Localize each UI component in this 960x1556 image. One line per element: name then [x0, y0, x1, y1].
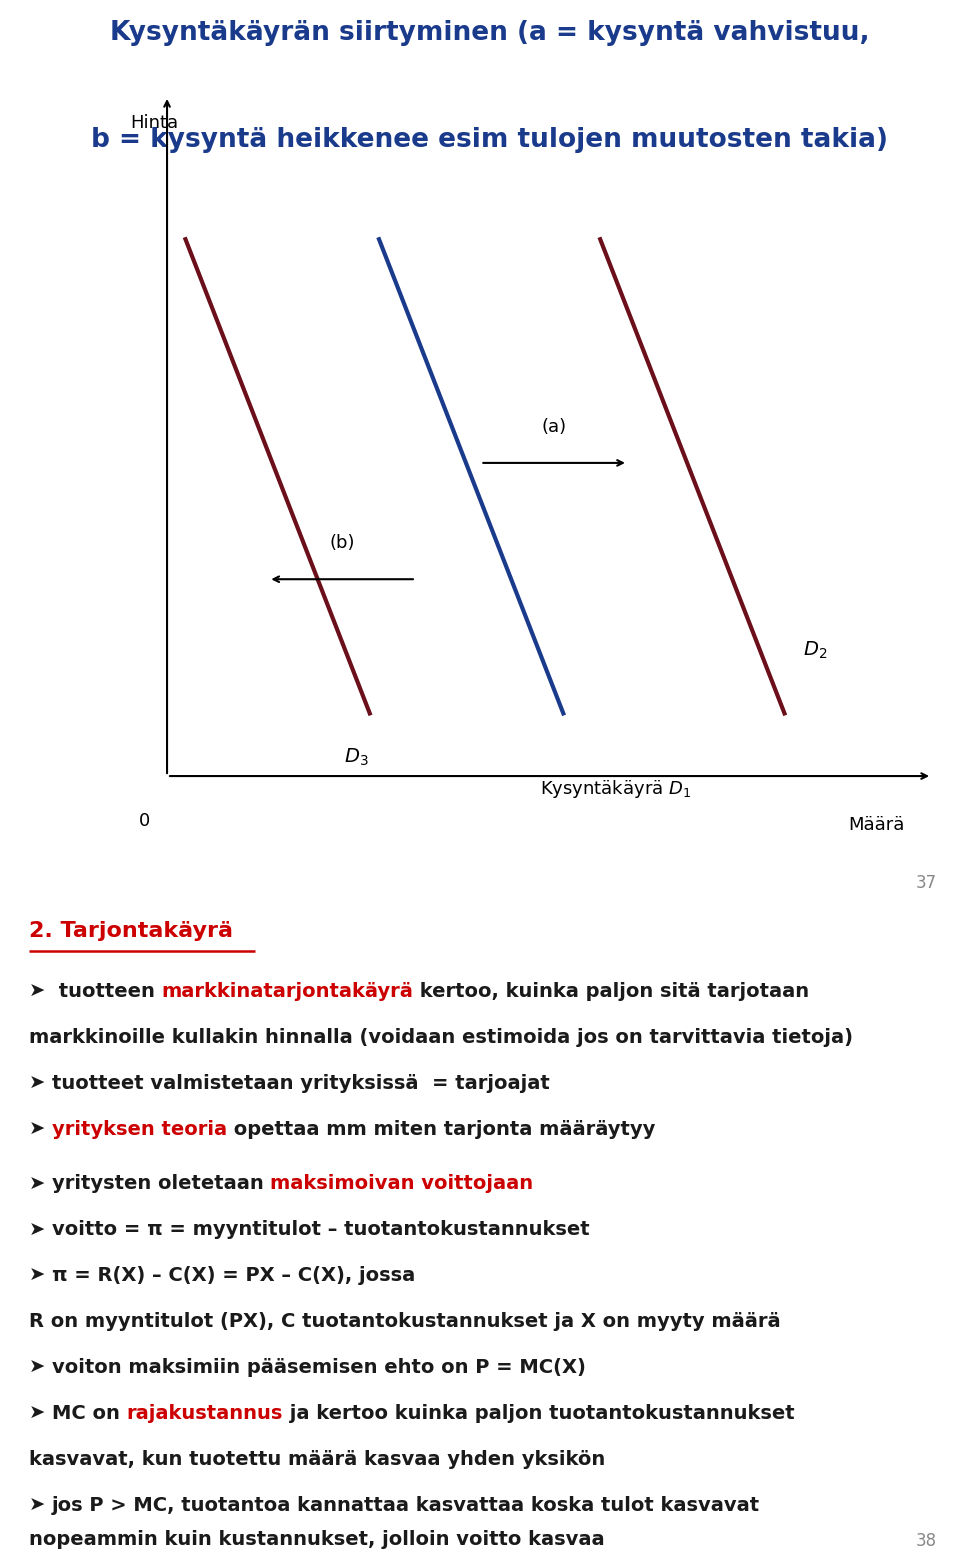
Text: (b): (b) — [329, 534, 355, 552]
Text: b = kysyntä heikkenee esim tulojen muutosten takia): b = kysyntä heikkenee esim tulojen muuto… — [91, 128, 888, 154]
Text: ja kertoo kuinka paljon tuotantokustannukset: ja kertoo kuinka paljon tuotantokustannu… — [283, 1404, 795, 1424]
Text: opettaa mm miten tarjonta määräytyy: opettaa mm miten tarjonta määräytyy — [228, 1120, 656, 1139]
Text: tuotteen: tuotteen — [52, 982, 161, 1001]
Text: ➤: ➤ — [29, 982, 52, 1001]
Text: Määrä: Määrä — [848, 817, 904, 834]
Text: Kysyntäkäyrä $D_1$: Kysyntäkäyrä $D_1$ — [540, 778, 691, 800]
Text: jos P > MC, tuotantoa kannattaa kasvattaa koska tulot kasvavat: jos P > MC, tuotantoa kannattaa kasvatta… — [52, 1495, 760, 1516]
Text: yrityksen teoria: yrityksen teoria — [52, 1120, 228, 1139]
Text: yritysten oletetaan: yritysten oletetaan — [52, 1175, 271, 1193]
Text: rajakustannus: rajakustannus — [127, 1404, 283, 1424]
Text: ➤: ➤ — [29, 1404, 52, 1424]
Text: markkinatarjontakäyrä: markkinatarjontakäyrä — [161, 982, 414, 1001]
Text: nopeammin kuin kustannukset, jolloin voitto kasvaa: nopeammin kuin kustannukset, jolloin voi… — [29, 1531, 605, 1550]
Text: voitto = π = myyntitulot – tuotantokustannukset: voitto = π = myyntitulot – tuotantokusta… — [52, 1220, 589, 1240]
Text: 2. Tarjontakäyrä: 2. Tarjontakäyrä — [29, 921, 233, 941]
Text: ➤: ➤ — [29, 1358, 52, 1377]
Text: Hinta: Hinta — [131, 114, 179, 132]
Text: tuotteet valmistetaan yrityksissä  = tarjoajat: tuotteet valmistetaan yrityksissä = tarj… — [52, 1074, 550, 1092]
Text: markkinoille kullakin hinnalla (voidaan estimoida jos on tarvittavia tietoja): markkinoille kullakin hinnalla (voidaan … — [29, 1029, 852, 1047]
Text: kertoo, kuinka paljon sitä tarjotaan: kertoo, kuinka paljon sitä tarjotaan — [414, 982, 809, 1001]
Text: kasvavat, kun tuotettu määrä kasvaa yhden yksikön: kasvavat, kun tuotettu määrä kasvaa yhde… — [29, 1450, 605, 1469]
Text: 37: 37 — [916, 874, 937, 893]
Text: ➤: ➤ — [29, 1220, 52, 1240]
Text: 38: 38 — [916, 1531, 937, 1550]
Text: ➤: ➤ — [29, 1267, 52, 1285]
Text: $D_3$: $D_3$ — [344, 747, 369, 769]
Text: π = R(X) – C(X) = PX – C(X), jossa: π = R(X) – C(X) = PX – C(X), jossa — [52, 1267, 415, 1285]
Text: ➤: ➤ — [29, 1495, 52, 1516]
Text: voiton maksimiin pääsemisen ehto on P = MC(X): voiton maksimiin pääsemisen ehto on P = … — [52, 1358, 586, 1377]
Text: ➤: ➤ — [29, 1175, 52, 1193]
Text: $D_2$: $D_2$ — [803, 640, 828, 661]
Text: maksimoivan voittojaan: maksimoivan voittojaan — [271, 1175, 534, 1193]
Text: ➤: ➤ — [29, 1074, 52, 1092]
Text: ➤: ➤ — [29, 1120, 52, 1139]
Text: MC on: MC on — [52, 1404, 127, 1424]
Text: 0: 0 — [138, 812, 150, 829]
Text: (a): (a) — [541, 417, 566, 436]
Text: Kysyntäkäyrän siirtyminen (a = kysyntä vahvistuu,: Kysyntäkäyrän siirtyminen (a = kysyntä v… — [109, 20, 870, 47]
Text: R on myyntitulot (PX), C tuotantokustannukset ja X on myyty määrä: R on myyntitulot (PX), C tuotantokustann… — [29, 1312, 780, 1332]
